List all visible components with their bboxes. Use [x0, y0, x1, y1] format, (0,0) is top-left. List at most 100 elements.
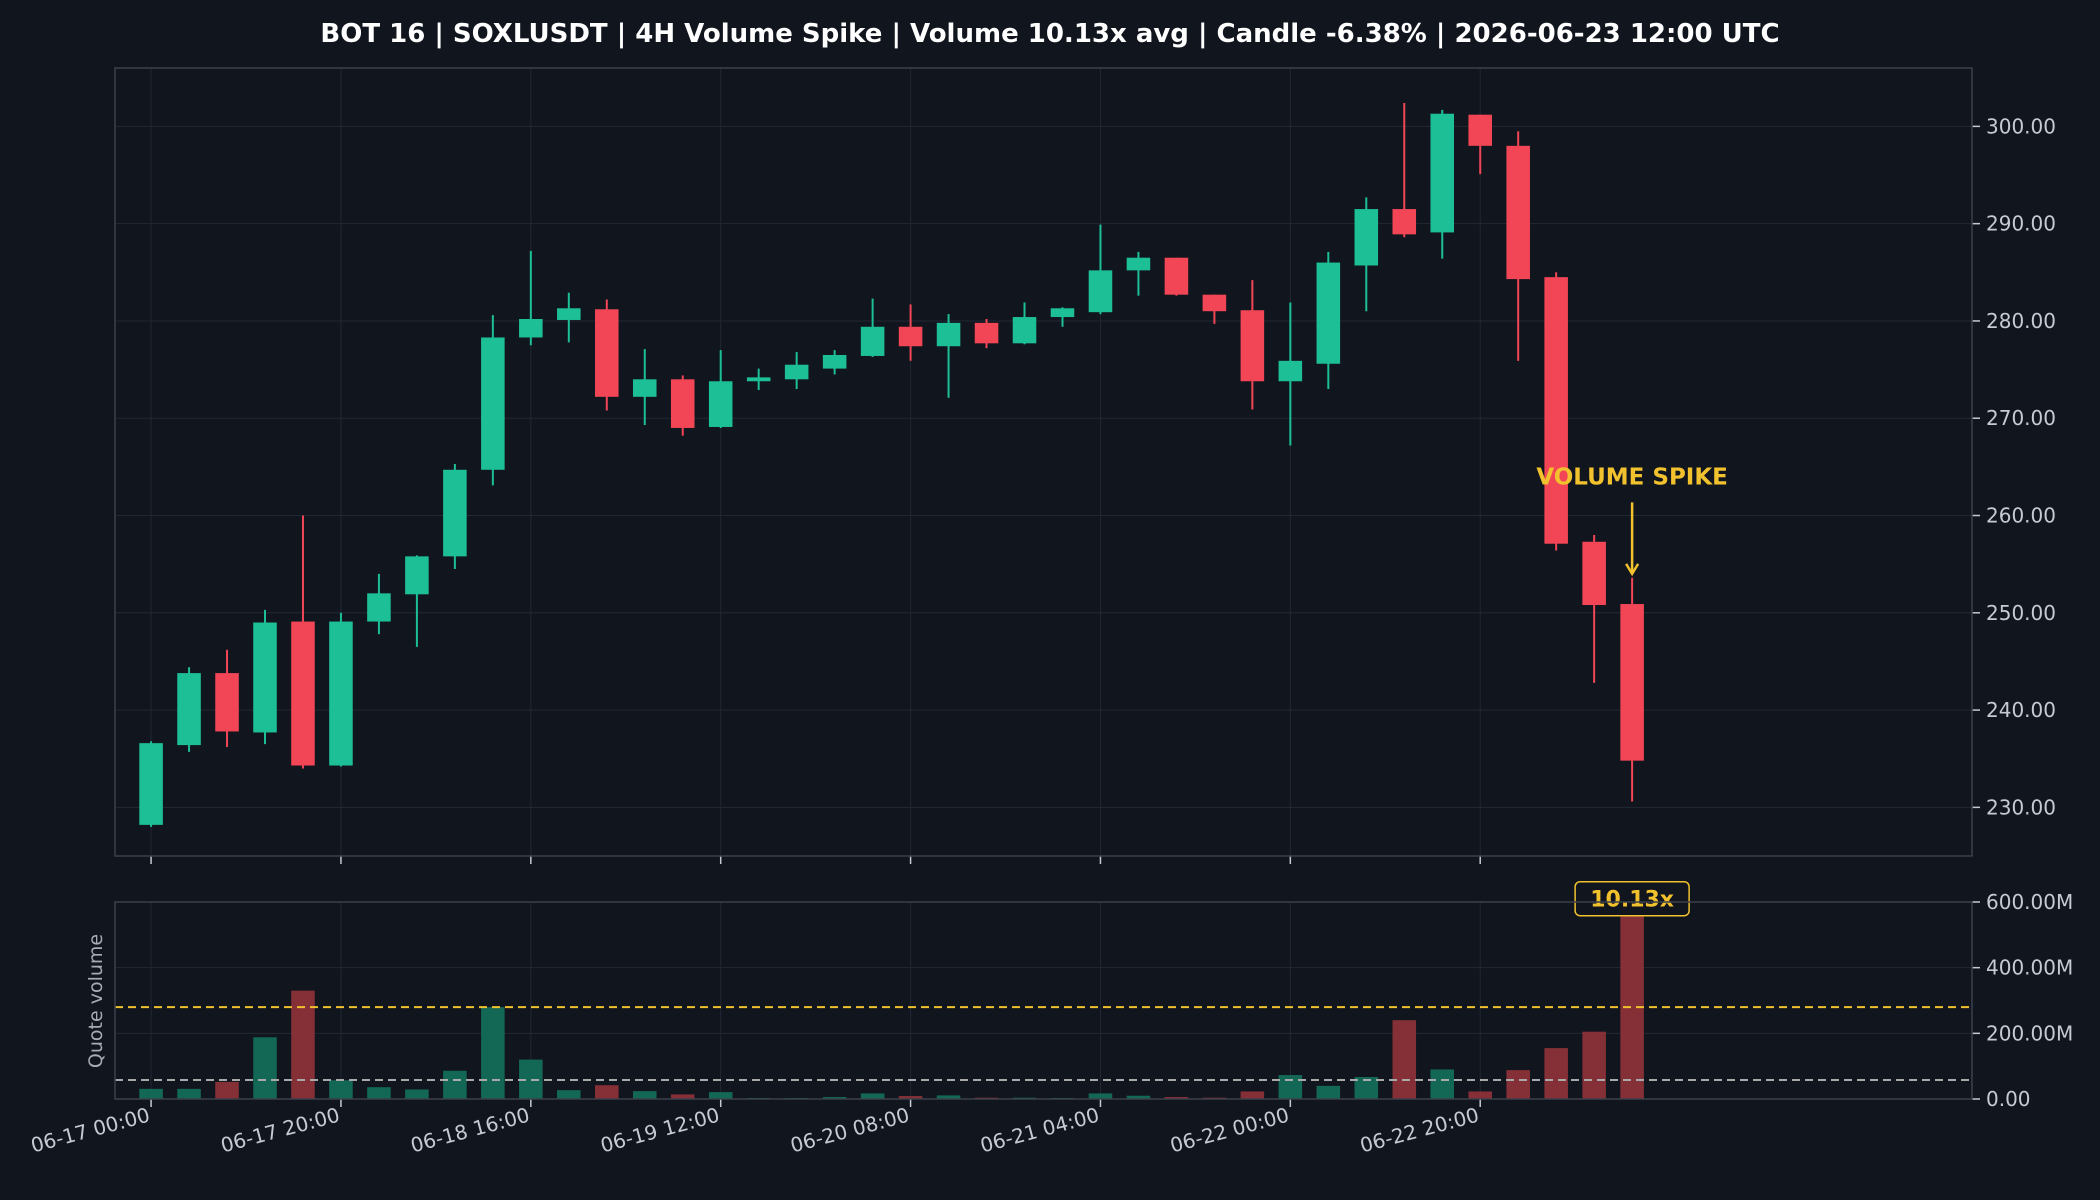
volume-ratio-badge: 10.13x [1574, 880, 1690, 917]
volume-ratio-box [1574, 880, 1690, 917]
volume-bar [1582, 1031, 1606, 1099]
volume-spike-label: VOLUME SPIKE [1536, 464, 1728, 490]
volume-bar [670, 1094, 695, 1099]
volume-bar [860, 1093, 885, 1099]
x-axis: 06-17 00:00 06-17 20:00 06-18 16:00 06-19 1… [28, 1099, 1482, 1158]
volume-plot-area [115, 902, 1972, 1099]
candle-body [708, 381, 733, 427]
candle-body [746, 377, 771, 382]
volume-plot-frame [114, 901, 1973, 1100]
volume-bar [1126, 1095, 1151, 1099]
candle-body [443, 469, 467, 557]
volume-bar [1392, 1020, 1417, 1099]
candle-body [1544, 277, 1568, 544]
candle-body [1430, 113, 1455, 233]
candle-body [1126, 257, 1151, 271]
x-tick-label: 06-19 12:00 [598, 1103, 722, 1158]
volume-bar [367, 1087, 391, 1099]
volume-y-axis: 0.00 200.00M 400.00M 600.00M [1972, 890, 2073, 1111]
price-x-tick-marks [150, 856, 1481, 864]
volume-bar [1354, 1077, 1379, 1099]
volume-bar [1506, 1070, 1530, 1099]
price-y-tick-label: 240.00 [1986, 698, 2056, 722]
volume-bar [405, 1089, 429, 1099]
volume-bar [1620, 902, 1644, 1099]
volume-bar [898, 1096, 923, 1099]
candle-body [215, 673, 239, 732]
volume-y-tick-label: 400.00M [1986, 956, 2073, 980]
volume-bar [443, 1070, 467, 1099]
x-tick-label: 06-20 08:00 [788, 1103, 912, 1158]
volume-bar [519, 1059, 543, 1099]
candle-body [253, 622, 277, 733]
candle-body [860, 326, 885, 356]
candle-body [1202, 294, 1227, 312]
volume-bar [557, 1090, 581, 1099]
volume-spike-annotation: VOLUME SPIKE [1536, 464, 1728, 577]
candle-body [519, 318, 543, 338]
price-y-tick-label: 290.00 [1986, 212, 2056, 236]
candle-body [974, 322, 999, 344]
candle-body [557, 308, 581, 320]
candle-body [291, 621, 315, 766]
candle-body [1506, 145, 1530, 280]
price-grid [115, 68, 1972, 856]
x-tick-label: 06-17 20:00 [218, 1103, 342, 1158]
candle-body [670, 379, 695, 428]
candle-body [1468, 114, 1492, 146]
volume-bar [595, 1085, 619, 1099]
candle-body [1088, 270, 1113, 313]
volume-bar [215, 1081, 239, 1099]
x-tick-label: 06-18 16:00 [408, 1103, 532, 1158]
volume-bar [1278, 1075, 1303, 1099]
candle-body [405, 556, 429, 595]
candle-body [632, 379, 657, 397]
candle-body [1316, 262, 1341, 364]
candle-body [481, 337, 505, 470]
candle-body [898, 326, 923, 347]
candle-body [1354, 209, 1379, 266]
candle-body [1582, 541, 1606, 606]
price-plot-frame [114, 67, 1973, 857]
candle-body [1392, 209, 1417, 235]
candle-body [822, 354, 847, 369]
volume-bar [177, 1088, 201, 1099]
candle-body [936, 322, 961, 347]
candle-body [1620, 604, 1644, 761]
price-y-tick-label: 280.00 [1986, 309, 2056, 333]
candle-body [367, 593, 391, 622]
price-y-tick-label: 300.00 [1986, 114, 2056, 138]
volume-bar [481, 1007, 505, 1099]
candle-body [595, 309, 619, 397]
volume-bar [1316, 1085, 1341, 1099]
volume-bar [708, 1092, 733, 1099]
candle-body [177, 673, 201, 746]
x-tick-label: 06-17 00:00 [28, 1103, 152, 1158]
x-tick-label: 06-22 20:00 [1357, 1103, 1481, 1158]
candle-body [139, 743, 163, 825]
volume-bar [1240, 1091, 1265, 1099]
volume-bar [253, 1037, 277, 1099]
volume-bar [329, 1080, 353, 1099]
volume-reference-lines [115, 1006, 1972, 1081]
volume-bar [139, 1088, 163, 1099]
volume-bar [291, 990, 315, 1099]
candles [139, 103, 1644, 827]
candle-body [1012, 317, 1037, 344]
candle-body [1240, 310, 1265, 382]
volume-bar [632, 1091, 657, 1099]
price-y-axis: 230.00 240.00 250.00 260.00 270.00 280.00 290.… [1972, 114, 2056, 819]
price-plot-area [115, 68, 1972, 856]
volume-y-tick-label: 0.00 [1986, 1087, 2031, 1111]
volume-bar [1544, 1048, 1568, 1099]
volume-bar [822, 1097, 847, 1099]
volume-y-axis-label: Quote volume [85, 934, 107, 1068]
chart-title: BOT 16 | SOXLUSDT | 4H Volume Spike | Vo… [320, 19, 1779, 49]
x-tick-label: 06-21 04:00 [978, 1103, 1102, 1158]
volume-y-tick-label: 200.00M [1986, 1021, 2073, 1045]
candle-body [1278, 360, 1303, 382]
volume-bars [139, 902, 1644, 1099]
volume-bar [1430, 1069, 1455, 1099]
